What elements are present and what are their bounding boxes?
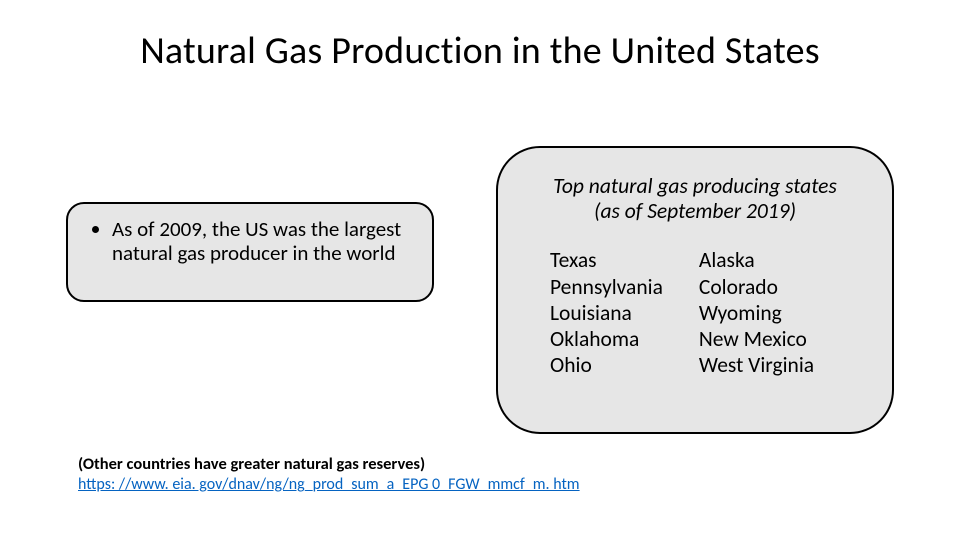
states-box: Top natural gas producing states (as of … xyxy=(496,146,894,434)
states-title-line2: (as of September 2019) xyxy=(594,198,796,224)
states-col-2: Alaska Colorado Wyoming New Mexico West … xyxy=(699,247,814,378)
slide: Natural Gas Production in the United Sta… xyxy=(0,0,960,540)
state-item: Alaska xyxy=(699,247,814,273)
state-item: West Virginia xyxy=(699,352,814,378)
state-item: Louisiana xyxy=(550,300,663,326)
state-item: Oklahoma xyxy=(550,326,663,352)
fact-bullet: As of 2009, the US was the largest natur… xyxy=(112,218,412,265)
fact-box: As of 2009, the US was the largest natur… xyxy=(66,202,434,302)
footer: (Other countries have greater natural ga… xyxy=(78,454,580,494)
slide-title: Natural Gas Production in the United Sta… xyxy=(0,28,960,74)
state-item: Texas xyxy=(550,247,663,273)
fact-list: As of 2009, the US was the largest natur… xyxy=(96,218,412,265)
state-item: Wyoming xyxy=(699,300,814,326)
states-title-line1: Top natural gas producing states xyxy=(553,173,837,199)
state-item: Colorado xyxy=(699,274,814,300)
source-link[interactable]: https: //www. eia. gov/dnav/ng/ng_prod_s… xyxy=(78,475,580,494)
states-col-1: Texas Pennsylvania Louisiana Oklahoma Oh… xyxy=(550,247,663,378)
state-item: Ohio xyxy=(550,352,663,378)
state-item: Pennsylvania xyxy=(550,274,663,300)
footer-note: (Other countries have greater natural ga… xyxy=(78,454,580,474)
state-item: New Mexico xyxy=(699,326,814,352)
states-box-title: Top natural gas producing states (as of … xyxy=(522,174,868,223)
states-columns: Texas Pennsylvania Louisiana Oklahoma Oh… xyxy=(522,247,868,378)
